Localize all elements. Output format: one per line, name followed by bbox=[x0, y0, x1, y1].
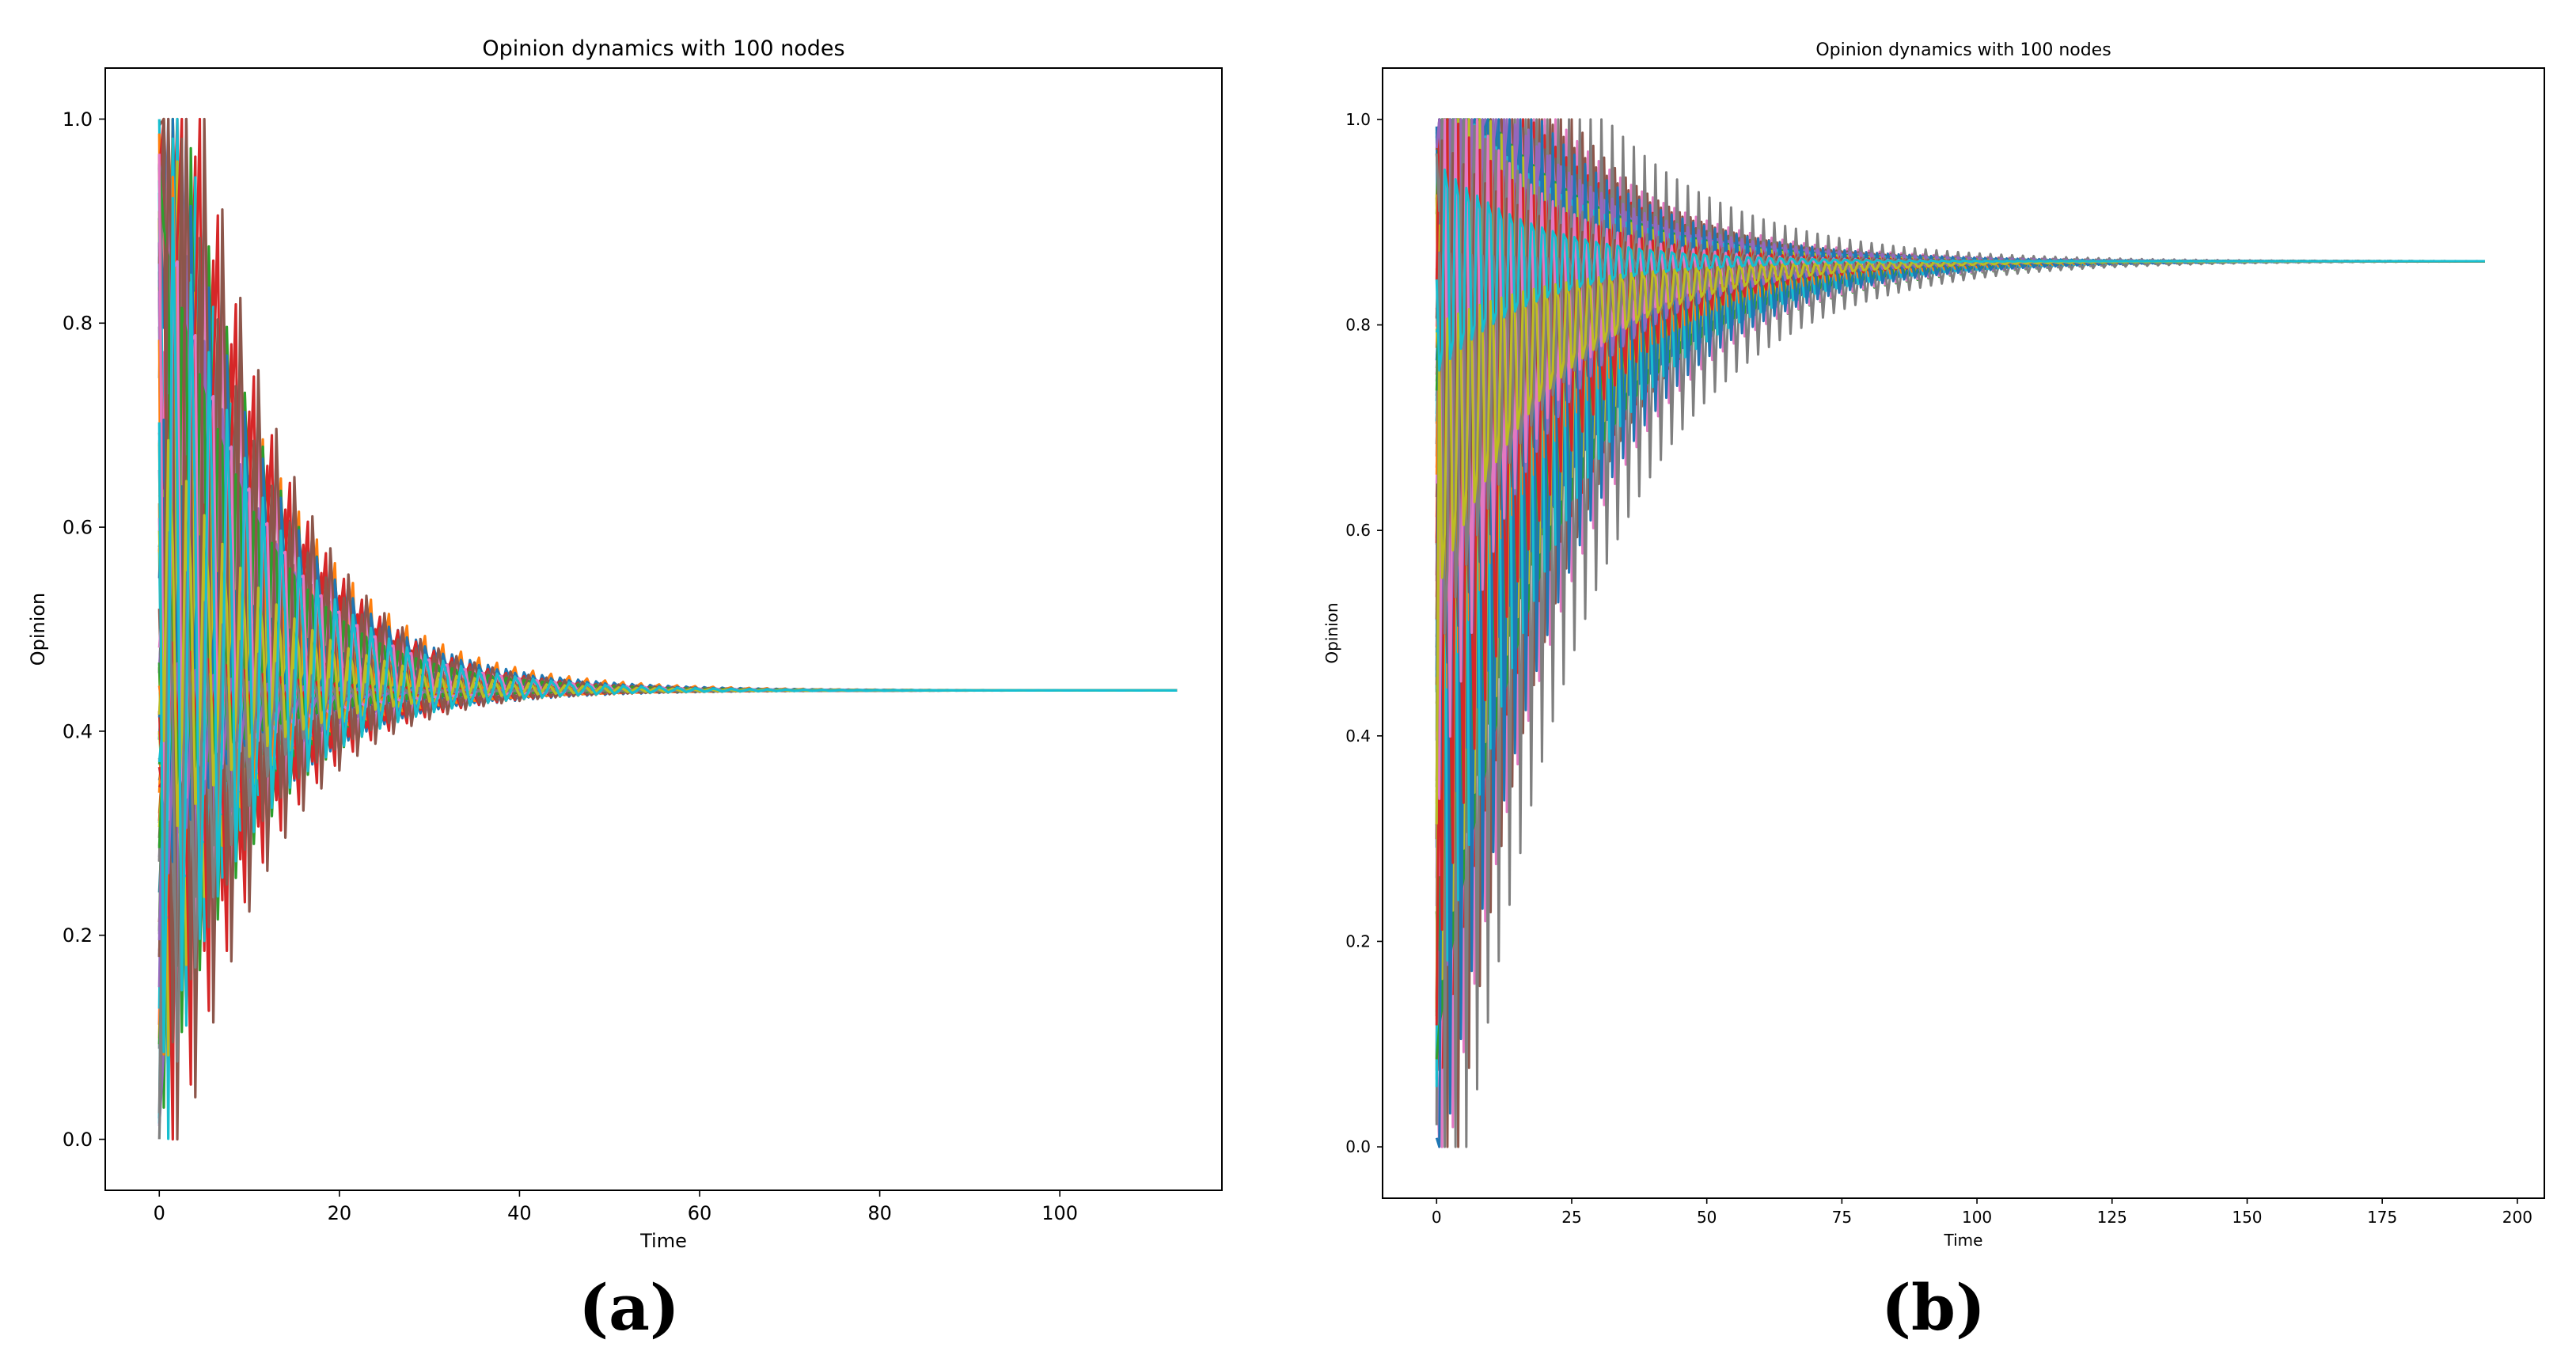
series-line-node-100 bbox=[157, 196, 1178, 1053]
y-tick-label: 0.4 bbox=[63, 720, 93, 742]
y-tick-label: 0.6 bbox=[63, 516, 93, 538]
series-lines bbox=[1435, 118, 2486, 1148]
x-tick-label: 50 bbox=[1697, 1208, 1717, 1227]
y-tick-label: 1.0 bbox=[63, 108, 93, 131]
series-lines bbox=[157, 117, 1178, 1141]
y-tick-label: 0.8 bbox=[63, 313, 93, 335]
y-tick-label: 0.4 bbox=[1345, 727, 1371, 746]
x-tick-label: 100 bbox=[1962, 1208, 1992, 1227]
x-tick-label: 0 bbox=[1432, 1208, 1442, 1227]
panel-a-chart: 0 20 40 60 80 100 0.0 0.2 0.4 0.6 0.8 1.0 Opinion dy… bbox=[27, 36, 1223, 1345]
x-tick-label: 0 bbox=[154, 1202, 165, 1224]
axes-frame bbox=[104, 67, 1223, 1191]
x-tick-label: 150 bbox=[2232, 1208, 2262, 1227]
panel-b-chart: 0 25 50 75 100 125 150 175 200 0.0 0.2 0.4 0.6 0.8 1.0… bbox=[1322, 40, 2545, 1345]
y-tick-label: 0.6 bbox=[1345, 521, 1371, 540]
y-tick-label: 0.2 bbox=[63, 924, 93, 947]
x-tick-label: 40 bbox=[507, 1202, 532, 1224]
x-tick-label: 125 bbox=[2097, 1208, 2127, 1227]
x-tick-label: 100 bbox=[1041, 1202, 1078, 1224]
x-tick-label: 25 bbox=[1561, 1208, 1581, 1227]
chart-title: Opinion dynamics with 100 nodes bbox=[1815, 40, 2111, 60]
y-tick-label: 0.0 bbox=[63, 1129, 93, 1151]
series-line-node-100 bbox=[1435, 168, 2485, 372]
chart-title: Opinion dynamics with 100 nodes bbox=[482, 36, 844, 61]
y-axis-label: Opinion bbox=[27, 593, 49, 666]
x-tick-label: 20 bbox=[328, 1202, 352, 1224]
x-tick-label: 200 bbox=[2502, 1208, 2532, 1227]
axes-frame bbox=[1382, 67, 2545, 1199]
panel-caption: (b) bbox=[1881, 1270, 1986, 1345]
x-tick-label: 80 bbox=[867, 1202, 892, 1224]
y-tick-label: 0.0 bbox=[1345, 1137, 1371, 1156]
x-tick-label: 60 bbox=[688, 1202, 712, 1224]
y-tick-label: 0.2 bbox=[1345, 932, 1371, 951]
x-axis-label: Time bbox=[1944, 1231, 1983, 1250]
y-tick-label: 1.0 bbox=[1345, 110, 1371, 129]
y-tick-label: 0.8 bbox=[1345, 316, 1371, 335]
panel-caption: (a) bbox=[579, 1270, 680, 1345]
y-axis-label: Opinion bbox=[1322, 602, 1341, 663]
x-tick-label: 175 bbox=[2367, 1208, 2397, 1227]
x-tick-label: 75 bbox=[1832, 1208, 1852, 1227]
x-axis-label: Time bbox=[639, 1230, 687, 1252]
